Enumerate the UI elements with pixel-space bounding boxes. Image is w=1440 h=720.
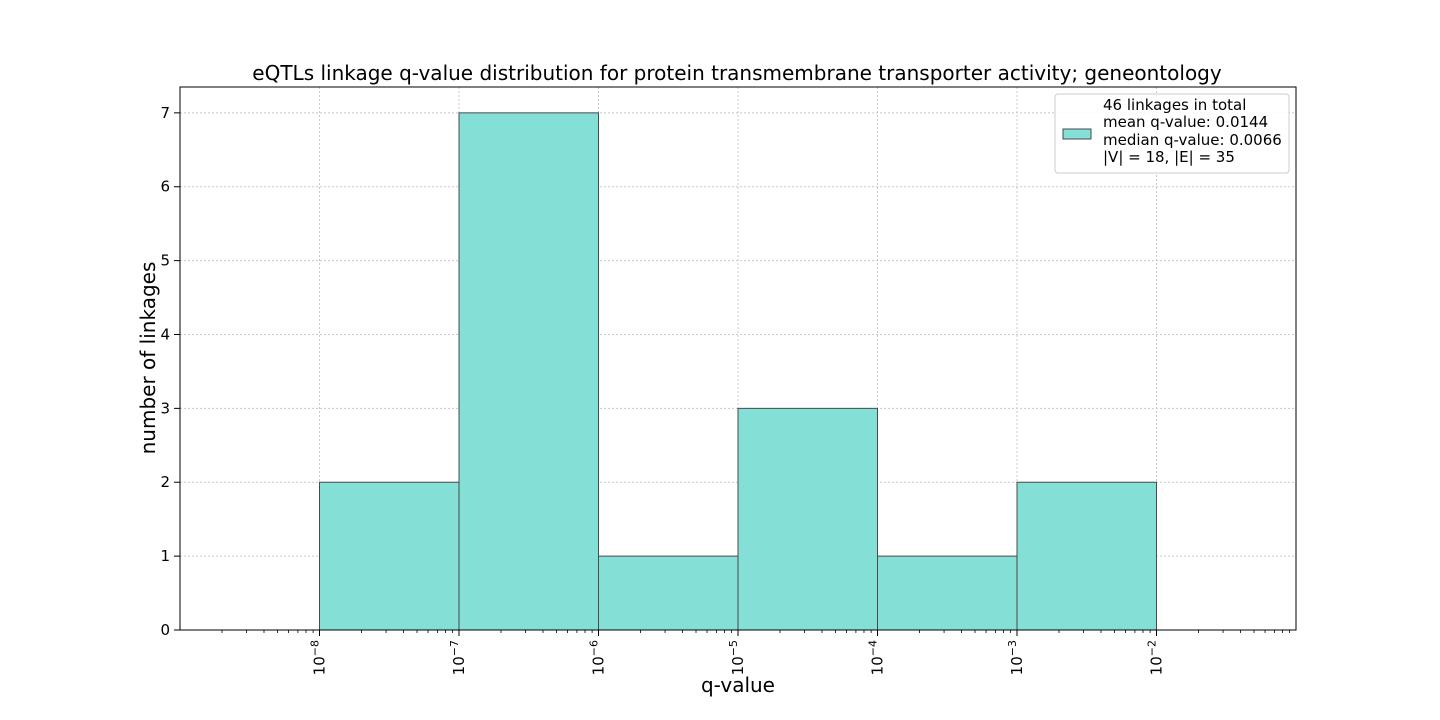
chart-title: eQTLs linkage q-value distribution for p… [252,61,1222,85]
y-tick-labels: 0 1 2 3 4 5 6 7 [160,104,170,639]
y-tick-label: 7 [160,104,170,122]
y-tick-label: 2 [160,473,170,491]
histogram-bar [598,555,739,631]
x-tick-labels: 10−8 10−7 10−6 10−5 10−4 10−3 10−2 [309,640,1166,675]
x-tick-label: 10−2 [1146,640,1166,675]
x-tick-label: 10−6 [588,640,608,675]
legend-line-total: 46 linkages in total [1103,96,1246,114]
x-tick-label: 10−8 [309,640,329,675]
histogram-bar [877,555,1018,631]
histogram-bar [319,481,460,631]
legend-line-graph: |V| = 18, |E| = 35 [1103,148,1235,166]
axis-ticks [174,112,1291,636]
y-axis-label: number of linkages [136,262,160,455]
legend-swatch [1062,128,1092,140]
x-tick-label: 10−7 [448,640,468,675]
x-tick-label: 10−3 [1006,640,1026,675]
y-tick-label: 1 [160,547,170,565]
legend-box [1054,93,1290,174]
x-tick-label: 10−5 [727,640,747,675]
y-tick-label: 3 [160,399,170,417]
legend-line-mean: mean q-value: 0.0144 [1103,113,1268,131]
x-tick-label: 10−4 [867,640,887,675]
histogram-bar [458,112,599,631]
y-tick-label: 5 [160,252,170,270]
y-tick-label: 0 [160,621,170,639]
legend: 46 linkages in total mean q-value: 0.014… [1054,93,1290,174]
bars [319,112,1157,631]
histogram-bar [737,407,878,631]
x-axis-label: q-value [701,673,775,697]
legend-line-median: median q-value: 0.0066 [1103,131,1282,149]
y-tick-label: 4 [160,325,170,343]
y-tick-label: 6 [160,178,170,196]
histogram-bar [1016,481,1157,631]
